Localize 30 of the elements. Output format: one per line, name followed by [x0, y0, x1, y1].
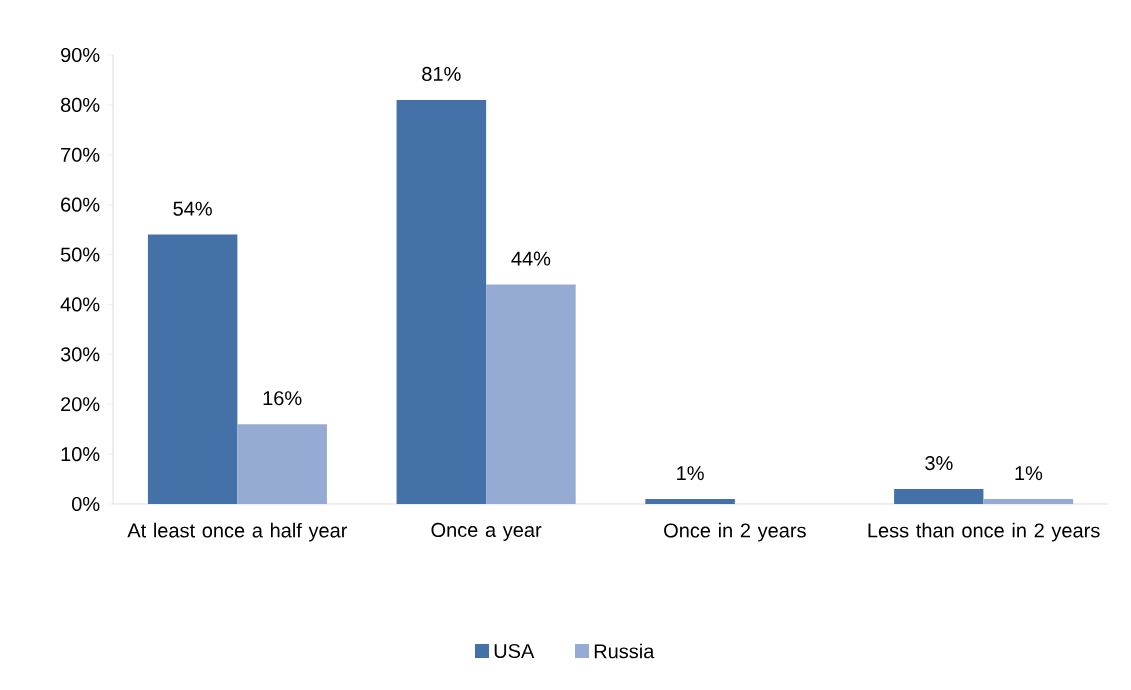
bar	[396, 99, 487, 504]
y-tick-label: 60%	[61, 197, 100, 212]
y-tick-label: 10%	[61, 447, 100, 462]
y-tick-label: 80%	[60, 97, 100, 112]
y-tick-label: 20%	[61, 397, 100, 412]
data-label: 1%	[677, 466, 704, 481]
bar	[486, 284, 576, 504]
bar	[983, 499, 1074, 504]
x-tick-label: Once in 2 years	[664, 522, 806, 542]
y-tick-label: 30%	[60, 347, 100, 362]
y-tick-label: 90%	[61, 47, 100, 63]
data-label: 3%	[925, 456, 953, 471]
bar	[645, 499, 735, 504]
y-tick-label: 0%	[72, 496, 100, 512]
data-label: 1%	[1015, 466, 1043, 481]
x-tick-label: Less than once in 2 years	[868, 522, 1100, 542]
data-label: 16%	[263, 391, 302, 406]
data-label: 54%	[173, 201, 212, 216]
bar	[147, 234, 238, 504]
y-tick-label: 70%	[61, 147, 100, 162]
data-label: 81%	[422, 66, 461, 82]
legend-label: USA	[494, 643, 535, 659]
bar	[894, 489, 984, 504]
bar	[237, 424, 327, 504]
data-label: 44%	[511, 251, 551, 266]
x-tick-label: Once a year	[431, 522, 542, 541]
x-tick-label: At least once a half year	[127, 522, 348, 542]
legend-label: Russia	[594, 643, 655, 659]
y-tick-label: 40%	[60, 297, 100, 312]
y-tick-label: 50%	[60, 247, 100, 262]
